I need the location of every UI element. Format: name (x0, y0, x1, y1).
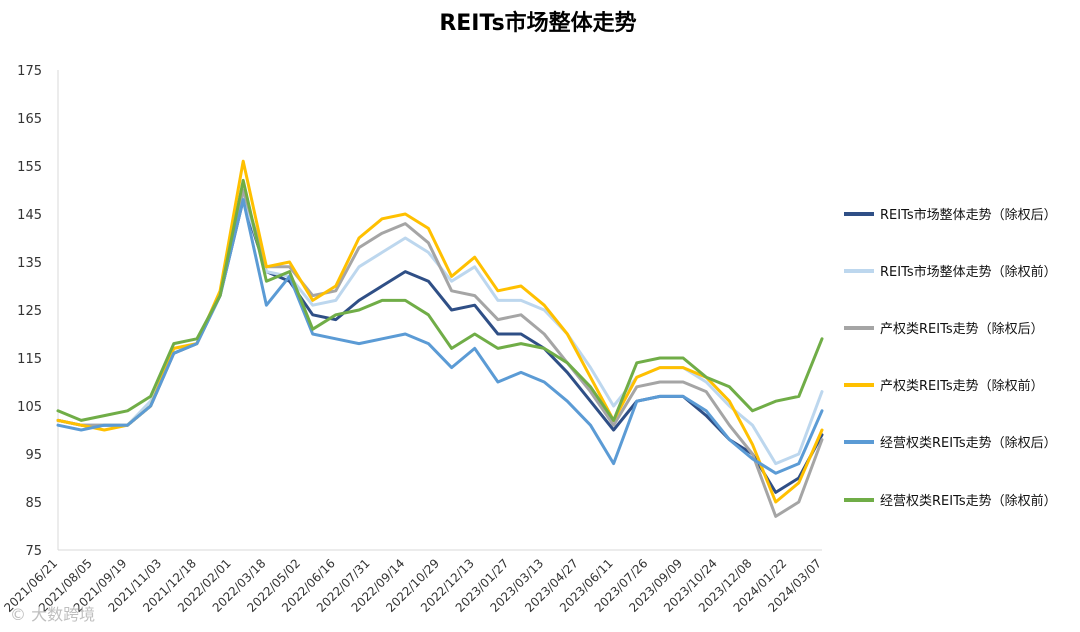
y-tick-label: 135 (17, 256, 42, 271)
y-tick-label: 105 (17, 400, 42, 415)
y-tick-label: 95 (25, 448, 42, 463)
legend-label: REITs市场整体走势（除权前） (880, 264, 1057, 280)
y-tick-label: 85 (25, 496, 42, 511)
series-line-5 (56, 198, 824, 475)
series-line-6 (56, 178, 824, 422)
y-tick-label: 75 (25, 544, 42, 559)
legend-label: REITs市场整体走势（除权后） (880, 207, 1057, 223)
y-tick-label: 115 (17, 352, 42, 367)
chart-title: REITs市场整体走势 (439, 10, 636, 36)
series-layer (56, 159, 824, 518)
y-tick-label: 125 (17, 304, 42, 319)
legend-label: 经营权类REITs走势（除权前） (880, 493, 1057, 509)
legend-label: 产权类REITs走势（除权前） (880, 378, 1044, 394)
legend-label: 经营权类REITs走势（除权后） (880, 435, 1057, 451)
y-tick-label: 145 (17, 208, 42, 223)
legend-label: 产权类REITs走势（除权后） (880, 321, 1044, 337)
y-tick-label: 165 (17, 112, 42, 127)
y-tick-label: 175 (17, 64, 42, 79)
y-tick-label: 155 (17, 160, 42, 175)
series-line-4 (56, 159, 824, 504)
axes: 7585951051151251351451551651752021/06/21… (1, 64, 824, 615)
legend: REITs市场整体走势（除权后） REITs市场整体走势（除权前） 产权类REITs… (844, 207, 1057, 509)
watermark: © 大数跨境 (10, 605, 95, 624)
